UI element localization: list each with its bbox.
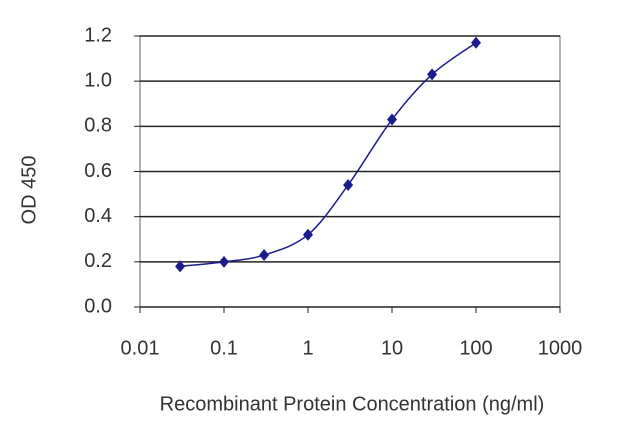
y-tick-label: 0.6 (84, 160, 112, 182)
data-point (343, 179, 354, 192)
data-point (471, 36, 481, 49)
y-tick-label: 0.4 (84, 205, 112, 227)
x-tick-label: 1000 (538, 337, 583, 359)
data-point (219, 255, 229, 268)
data-point (259, 249, 270, 262)
y-tick-label: 1.2 (84, 24, 112, 46)
y-tick-label: 0.0 (84, 295, 112, 317)
y-tick-label: 0.2 (84, 250, 112, 272)
x-tick-label: 10 (381, 337, 403, 359)
x-tick-label: 100 (459, 337, 492, 359)
data-point (303, 228, 313, 241)
x-tick-label: 0.01 (121, 337, 160, 359)
y-tick-label: 0.8 (84, 115, 112, 137)
data-point (427, 68, 438, 81)
data-point (387, 113, 397, 126)
data-point (175, 260, 186, 273)
x-tick-label: 0.1 (210, 337, 238, 359)
x-axis-title: Recombinant Protein Concentration (ng/ml… (160, 393, 545, 415)
y-tick-label: 1.0 (84, 69, 112, 91)
series-line (180, 42, 477, 268)
y-axis-title: OD 450 (18, 156, 40, 225)
x-tick-label: 1 (302, 337, 313, 359)
